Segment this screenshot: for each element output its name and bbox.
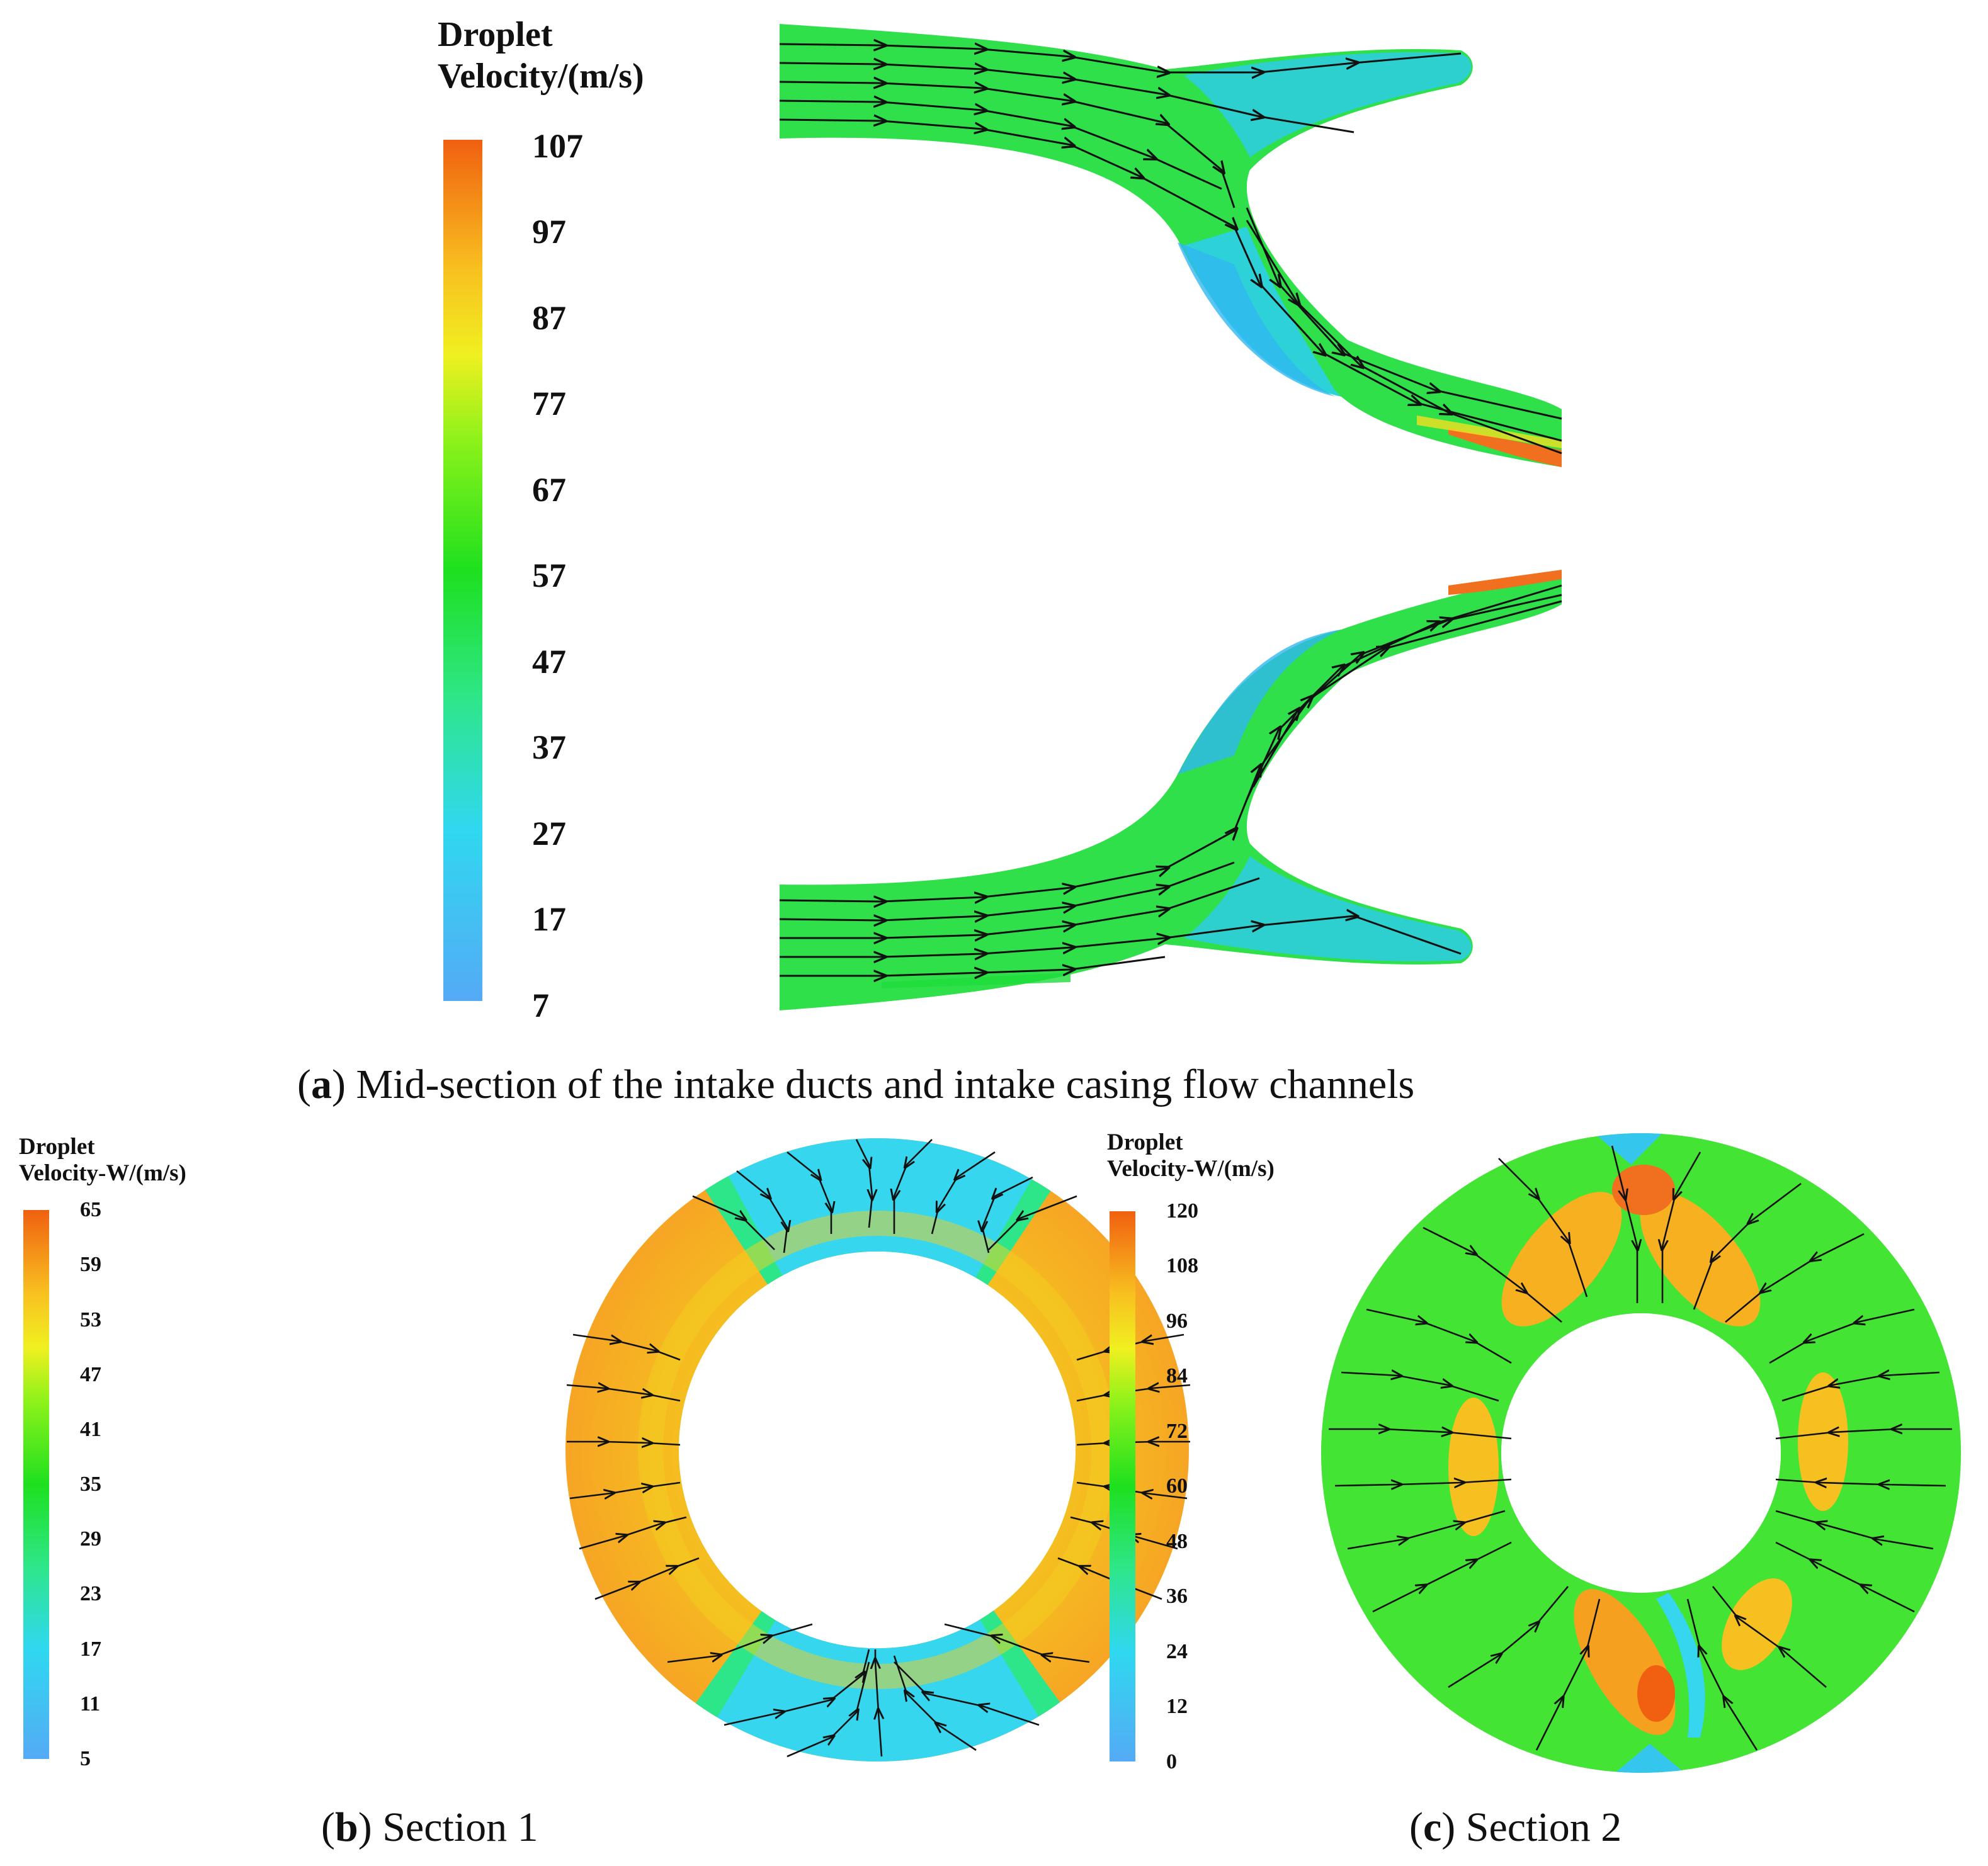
caption-a: (a) Mid-section of the intake ducts and … <box>297 1061 1415 1107</box>
caption-b: (b) Section 1 <box>321 1804 538 1850</box>
section1-hole <box>679 1252 1076 1648</box>
legend-a-title-line2: Velocity/(m/s) <box>438 57 644 96</box>
legend-b-title-line1: Droplet <box>19 1134 95 1160</box>
legend-c-tick: 108 <box>1166 1254 1198 1277</box>
streamlines-b <box>566 1139 1191 1758</box>
upper-duct <box>780 24 1562 467</box>
caption-c-text: Section 2 <box>1465 1804 1622 1850</box>
streamlines-a <box>779 44 1562 976</box>
legend-c-tick: 60 <box>1166 1474 1188 1498</box>
caption-b-letter: b <box>334 1804 358 1850</box>
legend-a-tick: 77 <box>532 385 566 422</box>
colorbar-c <box>1110 1211 1135 1761</box>
legend-b-tick: 17 <box>80 1637 101 1661</box>
legend-b-tick: 41 <box>80 1418 101 1441</box>
legend-a-tick: 57 <box>532 557 566 594</box>
legend-c-title-line2: Velocity-W/(m/s) <box>1107 1156 1275 1182</box>
colorbar-a <box>443 140 482 1001</box>
legend-a-tick: 107 <box>532 127 583 165</box>
legend-b-tick: 35 <box>80 1473 101 1496</box>
caption-b-text: Section 1 <box>382 1804 538 1850</box>
legend-c-title-line1: Droplet <box>1107 1129 1183 1155</box>
colorbar-b <box>23 1210 49 1759</box>
legend-a-tick: 87 <box>532 299 566 337</box>
legend-c-tick: 36 <box>1166 1585 1188 1608</box>
legend-c-tick: 84 <box>1166 1364 1188 1388</box>
lower-duct <box>780 570 1562 1010</box>
caption-c: (c) Section 2 <box>1409 1804 1622 1850</box>
section2-hole <box>1501 1313 1781 1593</box>
caption-c-letter: c <box>1423 1804 1442 1850</box>
caption-a-text: Mid-section of the intake ducts and inta… <box>356 1061 1415 1107</box>
legend-c-tick: 12 <box>1166 1695 1188 1718</box>
legend-b-tick: 29 <box>80 1527 101 1551</box>
legend-b-tick: 11 <box>80 1692 101 1716</box>
legend-a-tick: 27 <box>532 815 566 852</box>
legend-b-tick: 23 <box>80 1582 101 1605</box>
caption-a-letter: a <box>310 1061 332 1107</box>
legend-c-tick: 24 <box>1166 1640 1188 1663</box>
legend-c-tick: 0 <box>1166 1750 1177 1773</box>
legend-b-tick: 59 <box>80 1253 101 1276</box>
legend-a-tick: 97 <box>532 213 566 251</box>
legend-b-tick: 53 <box>80 1308 101 1332</box>
streamlines-c <box>1329 1145 1952 1751</box>
legend-b-title-line2: Velocity-W/(m/s) <box>19 1160 186 1186</box>
legend-b-tick: 65 <box>80 1198 101 1221</box>
legend-c-tick: 72 <box>1166 1420 1188 1443</box>
legend-c-tick: 96 <box>1166 1309 1188 1333</box>
legend-b-tick: 47 <box>80 1363 101 1386</box>
legend-a-tick: 47 <box>532 643 566 681</box>
legend-c-tick: 48 <box>1166 1530 1188 1553</box>
legend-c-tick: 120 <box>1166 1199 1198 1223</box>
legend-a-tick: 67 <box>532 471 566 509</box>
legend-b-tick: 5 <box>80 1747 91 1770</box>
legend-a-tick: 7 <box>532 987 549 1024</box>
legend-a-tick: 17 <box>532 900 566 938</box>
legend-a-tick: 37 <box>532 728 566 766</box>
legend-a-title-line1: Droplet <box>438 15 553 54</box>
